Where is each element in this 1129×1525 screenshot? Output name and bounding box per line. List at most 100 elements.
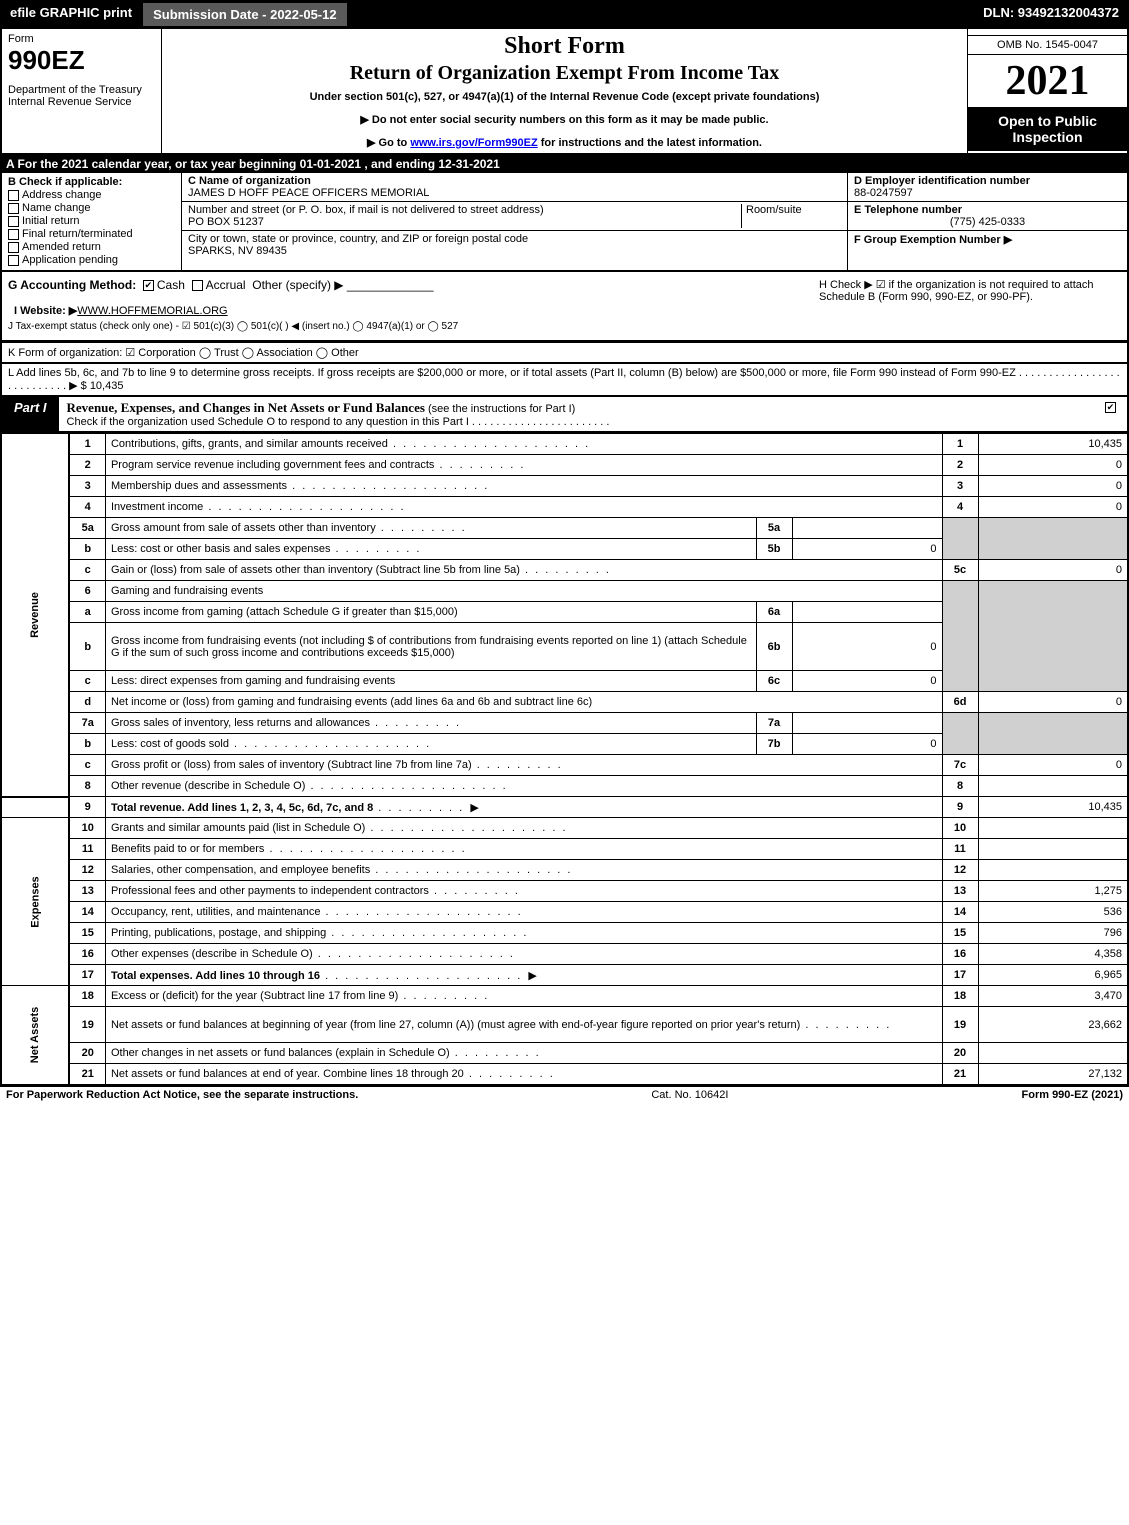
line-2-num: 2 <box>69 455 105 476</box>
ck-initial-return[interactable]: Initial return <box>8 215 175 227</box>
line-11-desc: Benefits paid to or for members <box>105 839 942 860</box>
page-footer: For Paperwork Reduction Act Notice, see … <box>0 1086 1129 1103</box>
line-7c-num: c <box>69 755 105 776</box>
ck-amended-return[interactable]: Amended return <box>8 241 175 253</box>
title-short-form: Short Form <box>166 33 963 60</box>
ck-application-pending[interactable]: Application pending <box>8 254 175 266</box>
room-suite-label: Room/suite <box>741 204 841 228</box>
ein-value: 88-0247597 <box>854 187 913 199</box>
line-19-num: 19 <box>69 1007 105 1043</box>
open-public-inspection: Open to Public Inspection <box>968 107 1127 151</box>
line-17-amt: 6,965 <box>978 965 1128 986</box>
org-name: JAMES D HOFF PEACE OFFICERS MEMORIAL <box>188 187 841 199</box>
part-i-checkbox[interactable] <box>1097 397 1127 431</box>
row-i-website: I Website: ▶WWW.HOFFMEMORIAL.ORG <box>8 302 1121 319</box>
line-5c-num: c <box>69 560 105 581</box>
line-20-desc: Other changes in net assets or fund bala… <box>105 1043 942 1064</box>
line-14-amt: 536 <box>978 902 1128 923</box>
efile-print-button[interactable]: efile GRAPHIC print <box>2 2 142 27</box>
col-b-check-applicable: B Check if applicable: Address change Na… <box>2 173 182 270</box>
line-6-desc: Gaming and fundraising events <box>105 581 942 602</box>
sidebar-expenses: Expenses <box>1 818 69 986</box>
line-21-num: 21 <box>69 1064 105 1085</box>
line-16-num: 16 <box>69 944 105 965</box>
c-city-label: City or town, state or province, country… <box>188 233 841 245</box>
line-5b-subamt: 0 <box>792 539 942 560</box>
line-1-num: 1 <box>69 434 105 455</box>
omb-number: OMB No. 1545-0047 <box>968 36 1127 55</box>
line-7c-amt: 0 <box>978 755 1128 776</box>
c-addr-label: Number and street (or P. O. box, if mail… <box>188 204 741 216</box>
footer-left: For Paperwork Reduction Act Notice, see … <box>6 1089 358 1101</box>
row-j-tax-exempt: J Tax-exempt status (check only one) - ☑… <box>8 319 1121 334</box>
line-15-desc: Printing, publications, postage, and shi… <box>105 923 942 944</box>
line-19-amt: 23,662 <box>978 1007 1128 1043</box>
website-value[interactable]: WWW.HOFFMEMORIAL.ORG <box>77 305 227 317</box>
section-b-through-f: B Check if applicable: Address change Na… <box>0 173 1129 272</box>
line-6b-num: b <box>69 623 105 671</box>
ck-name-change[interactable]: Name change <box>8 202 175 214</box>
form-number: 990EZ <box>8 45 155 76</box>
line-5b-desc: Less: cost or other basis and sales expe… <box>105 539 756 560</box>
line-14-num: 14 <box>69 902 105 923</box>
line-10-num: 10 <box>69 818 105 839</box>
line-2-desc: Program service revenue including govern… <box>105 455 942 476</box>
line-18-desc: Excess or (deficit) for the year (Subtra… <box>105 986 942 1007</box>
ck-address-change[interactable]: Address change <box>8 189 175 201</box>
line-17-num: 17 <box>69 965 105 986</box>
line-12-num: 12 <box>69 860 105 881</box>
line-12-amt <box>978 860 1128 881</box>
irs-link[interactable]: www.irs.gov/Form990EZ <box>410 137 537 149</box>
part-i-tag: Part I <box>2 397 59 431</box>
line-4-desc: Investment income <box>105 497 942 518</box>
line-6b-subamt: 0 <box>792 623 942 671</box>
header-right: OMB No. 1545-0047 2021 Open to Public In… <box>967 29 1127 153</box>
line-15-amt: 796 <box>978 923 1128 944</box>
row-a-tax-year: A For the 2021 calendar year, or tax yea… <box>0 155 1129 173</box>
form-header: Form 990EZ Department of the Treasury In… <box>0 29 1129 155</box>
sidebar-net-assets: Net Assets <box>1 986 69 1085</box>
line-6c-subamt: 0 <box>792 671 942 692</box>
col-d-e-f: D Employer identification number 88-0247… <box>847 173 1127 270</box>
org-address: PO BOX 51237 <box>188 216 741 228</box>
line-13-desc: Professional fees and other payments to … <box>105 881 942 902</box>
f-group-label: F Group Exemption Number ▶ <box>854 234 1012 246</box>
line-16-amt: 4,358 <box>978 944 1128 965</box>
part-i-table: Revenue 1 Contributions, gifts, grants, … <box>0 433 1129 1086</box>
line-15-num: 15 <box>69 923 105 944</box>
line-6a-desc: Gross income from gaming (attach Schedul… <box>105 602 756 623</box>
header-left: Form 990EZ Department of the Treasury In… <box>2 29 162 153</box>
line-7b-num: b <box>69 734 105 755</box>
line-10-desc: Grants and similar amounts paid (list in… <box>105 818 942 839</box>
org-city: SPARKS, NV 89435 <box>188 245 841 257</box>
line-8-amt <box>978 776 1128 797</box>
line-19-desc: Net assets or fund balances at beginning… <box>105 1007 942 1043</box>
h-schedule-b: H Check ▶ ☑ if the organization is not r… <box>819 278 1119 303</box>
subtitle-goto: ▶ Go to www.irs.gov/Form990EZ for instru… <box>166 136 963 149</box>
footer-cat-no: Cat. No. 10642I <box>358 1089 1021 1101</box>
l-amount: ▶ $ 10,435 <box>69 380 123 392</box>
subtitle-section: Under section 501(c), 527, or 4947(a)(1)… <box>166 91 963 103</box>
dln-number: DLN: 93492132004372 <box>975 2 1127 27</box>
line-20-amt <box>978 1043 1128 1064</box>
omb-number <box>968 29 1127 36</box>
line-18-amt: 3,470 <box>978 986 1128 1007</box>
line-3-num: 3 <box>69 476 105 497</box>
line-10-amt <box>978 818 1128 839</box>
b-label: B Check if applicable: <box>8 176 122 188</box>
title-return: Return of Organization Exempt From Incom… <box>166 62 963 85</box>
line-11-amt <box>978 839 1128 860</box>
form-label: Form <box>8 33 155 45</box>
row-k-form-org: K Form of organization: ☑ Corporation ◯ … <box>0 342 1129 363</box>
line-7a-subamt <box>792 713 942 734</box>
goto-pre: ▶ Go to <box>367 137 410 149</box>
line-6d-desc: Net income or (loss) from gaming and fun… <box>105 692 942 713</box>
submission-date: Submission Date - 2022-05-12 <box>142 2 348 27</box>
subtitle-ssn: ▶ Do not enter social security numbers o… <box>166 113 963 126</box>
line-6a-num: a <box>69 602 105 623</box>
line-2-amt: 0 <box>978 455 1128 476</box>
ck-final-return[interactable]: Final return/terminated <box>8 228 175 240</box>
line-5c-amt: 0 <box>978 560 1128 581</box>
line-7a-desc: Gross sales of inventory, less returns a… <box>105 713 756 734</box>
line-4-num: 4 <box>69 497 105 518</box>
